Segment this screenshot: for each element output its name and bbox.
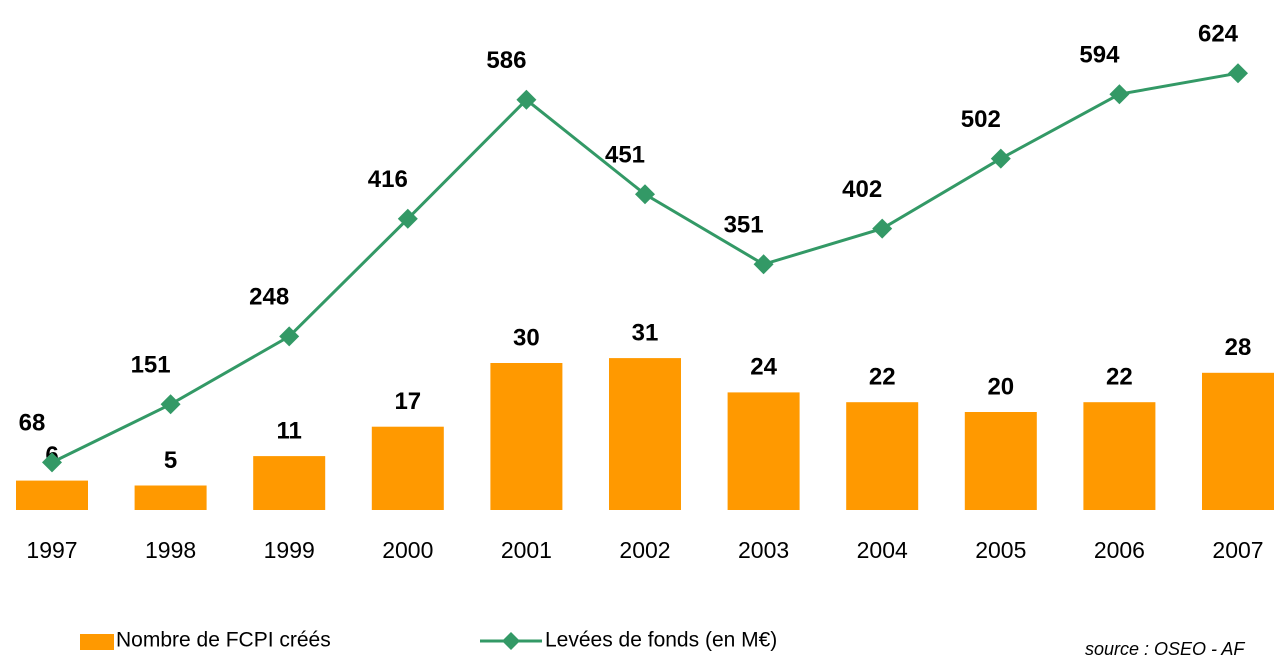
- bar: [1083, 402, 1156, 510]
- line-marker: [397, 208, 418, 229]
- line-marker: [635, 184, 655, 205]
- x-tick-label: 1998: [145, 537, 196, 563]
- bar: [371, 426, 444, 510]
- bar: [253, 456, 326, 510]
- line-value-label: 68: [19, 410, 46, 437]
- bar-value-label: 22: [869, 364, 896, 391]
- x-tick-label: 2002: [619, 537, 670, 563]
- line-value-label: 502: [961, 106, 1001, 133]
- x-tick-label: 2005: [975, 537, 1026, 563]
- x-tick-label: 2003: [738, 537, 789, 563]
- line-value-label: 594: [1079, 42, 1120, 69]
- x-tick-label: 1997: [26, 537, 77, 563]
- bar: [134, 485, 207, 510]
- line-marker: [42, 452, 62, 473]
- legend-marker: [502, 632, 520, 650]
- line-marker: [160, 394, 181, 415]
- bar: [16, 480, 88, 510]
- line-value-label: 248: [249, 284, 289, 311]
- line-marker: [753, 254, 774, 275]
- bar: [490, 363, 563, 510]
- line-marker: [1228, 63, 1248, 84]
- bar-value-label: 28: [1225, 334, 1252, 361]
- x-tick-label: 2007: [1212, 537, 1263, 563]
- legend-swatch: [80, 634, 114, 650]
- legend-label: Levées de fonds (en M€): [545, 629, 777, 652]
- x-tick-label: 2000: [382, 537, 433, 563]
- bar-value-label: 24: [750, 354, 777, 381]
- line-marker: [516, 89, 537, 110]
- x-tick-label: 2006: [1094, 537, 1145, 563]
- x-tick-label: 2004: [857, 537, 908, 563]
- bar-value-label: 5: [164, 447, 177, 474]
- bar-value-label: 11: [277, 417, 302, 444]
- line-value-label: 451: [605, 142, 645, 169]
- bar-value-label: 22: [1106, 364, 1133, 391]
- bar-value-label: 20: [987, 373, 1014, 400]
- line-marker: [872, 218, 893, 239]
- line-value-label: 402: [842, 176, 882, 203]
- line-value-label: 624: [1198, 21, 1239, 48]
- line-value-label: 351: [724, 212, 764, 239]
- line-marker: [279, 326, 300, 347]
- bar: [846, 402, 919, 510]
- bar: [727, 392, 800, 510]
- x-tick-label: 2001: [501, 537, 552, 563]
- line-value-label: 586: [486, 47, 526, 74]
- source-note: source : OSEO - AF: [1085, 639, 1245, 659]
- bar-value-label: 17: [394, 388, 421, 415]
- bar: [609, 358, 681, 510]
- line-value-label: 416: [368, 166, 408, 193]
- bar-value-label: 30: [513, 324, 540, 351]
- bar: [964, 412, 1037, 510]
- line-marker: [1109, 84, 1130, 105]
- line-marker: [990, 148, 1011, 169]
- line-value-label: 151: [131, 352, 171, 379]
- legend-label: Nombre de FCPI créés: [116, 629, 331, 652]
- bar-value-label: 31: [632, 319, 659, 346]
- x-tick-label: 1999: [264, 537, 315, 563]
- bar: [1202, 372, 1274, 510]
